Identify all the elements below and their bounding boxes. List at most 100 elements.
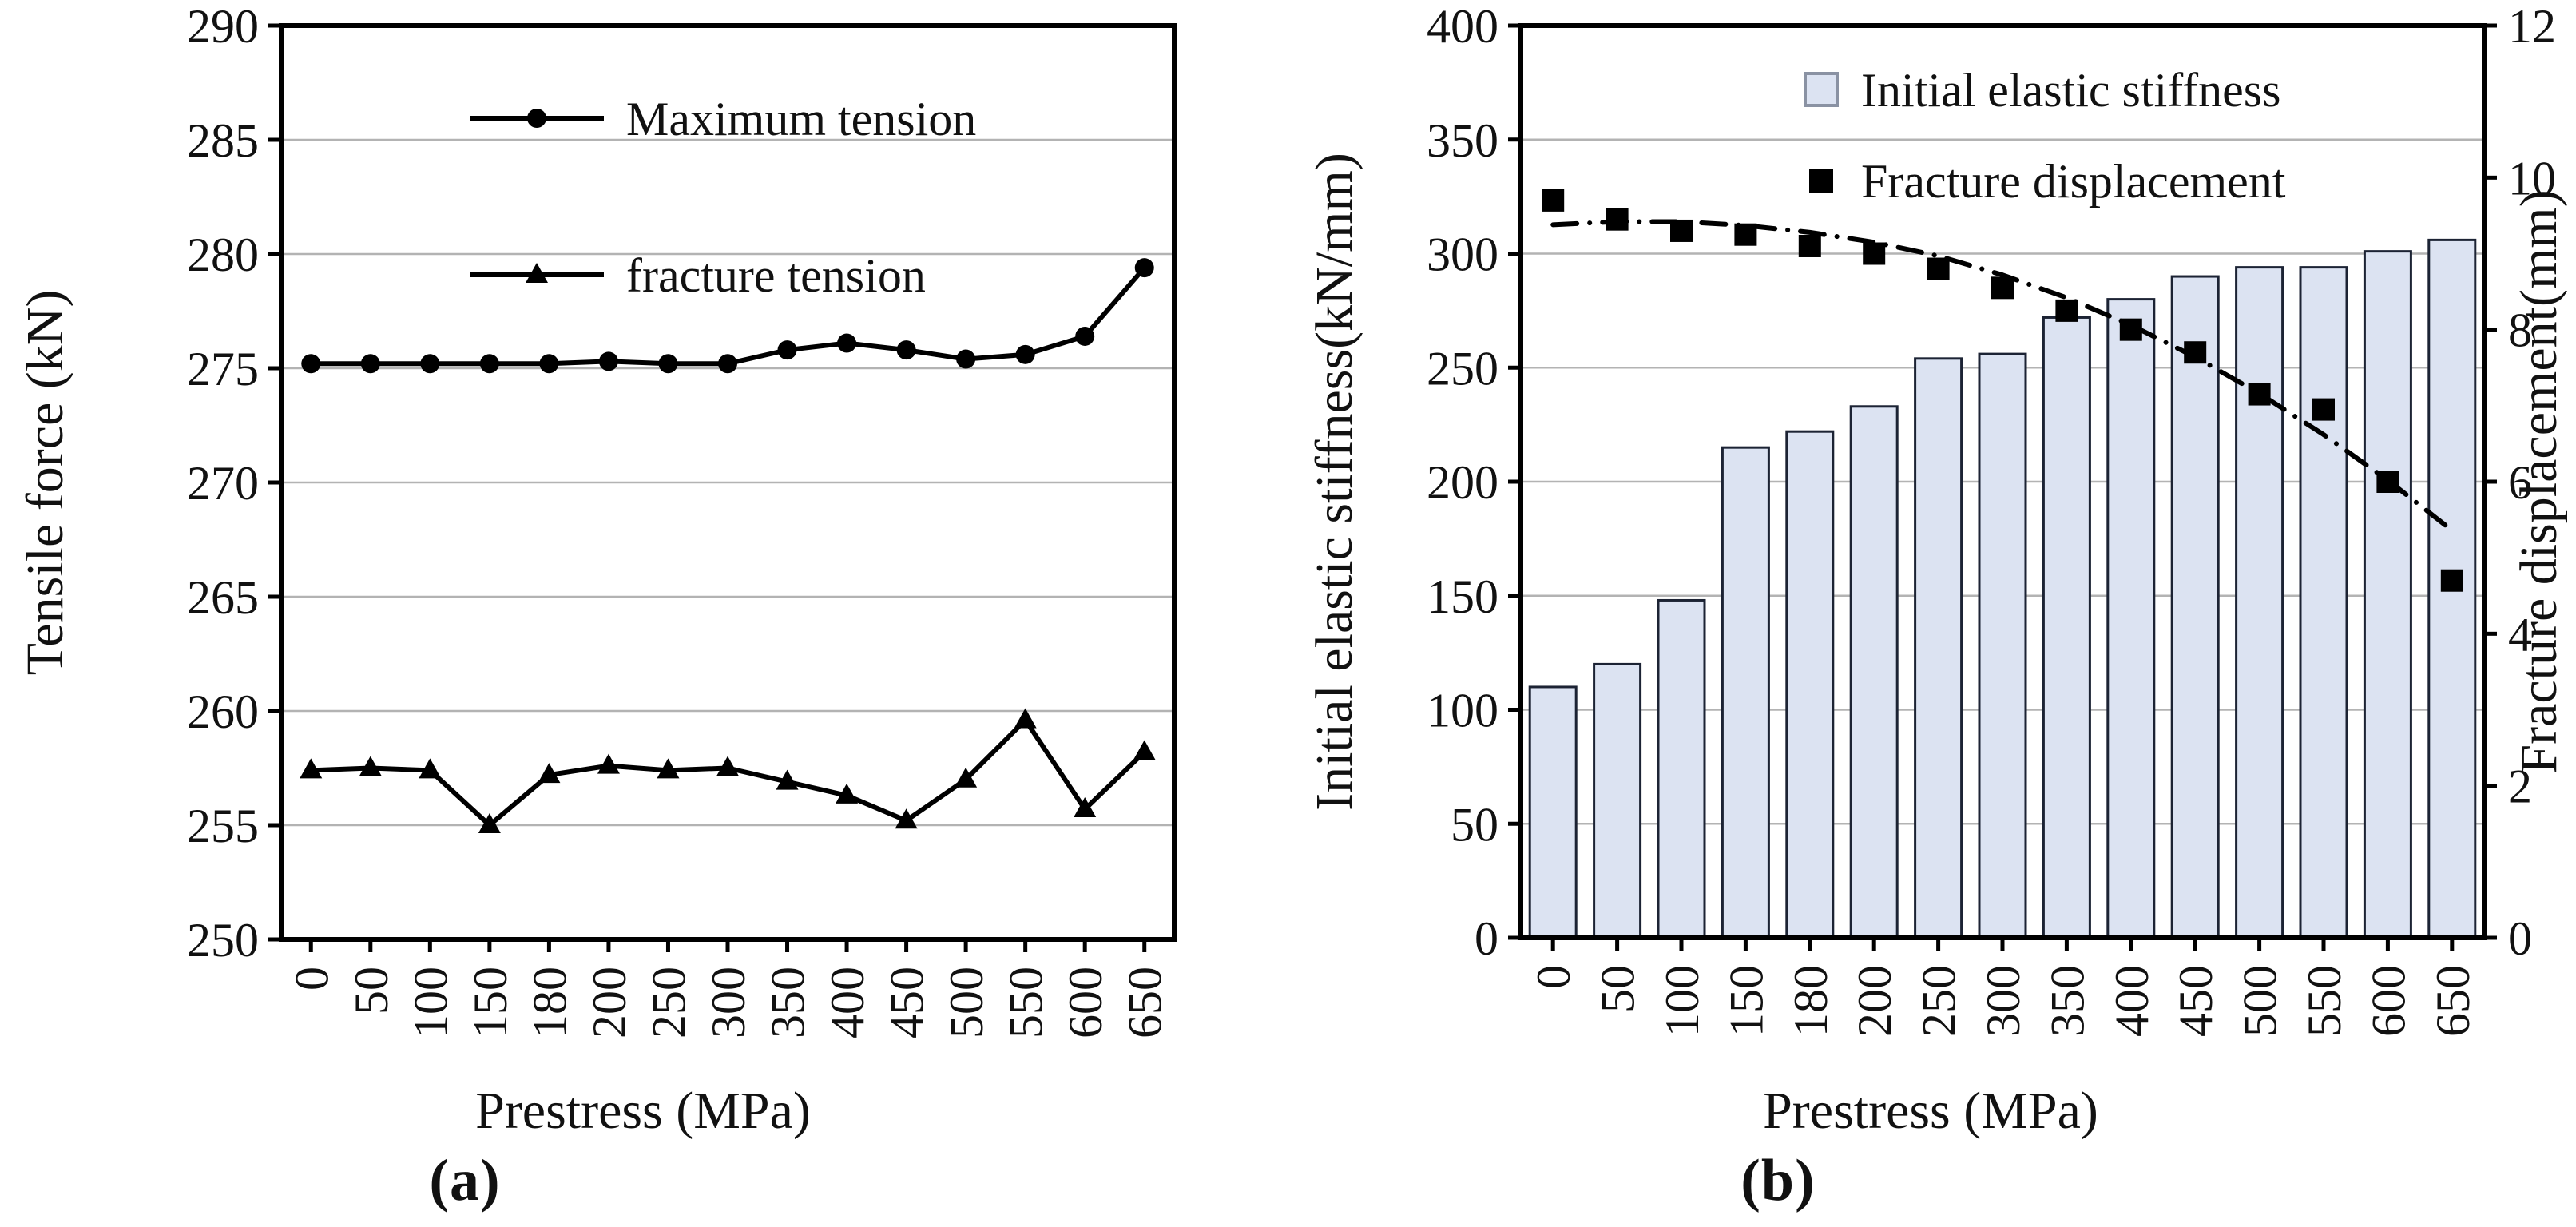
y-tick-label: 265	[187, 571, 259, 624]
circle-marker	[658, 354, 678, 374]
circle-marker	[539, 354, 559, 374]
square-marker	[2055, 299, 2078, 322]
square-marker	[1927, 257, 1950, 280]
square-marker	[2248, 383, 2271, 406]
x-tick-label: 550	[1000, 967, 1053, 1038]
x-axis-title: Prestress (MPa)	[475, 1082, 811, 1140]
y-left-axis-title: Initial elastic stiffness(kN/mm)	[1305, 153, 1363, 811]
circle-marker	[1134, 258, 1154, 278]
triangle-marker	[478, 813, 501, 833]
x-tick-label: 550	[2298, 965, 2351, 1037]
legend-square-swatch	[1809, 169, 1833, 193]
y-right-tick-label: 12	[2508, 0, 2556, 53]
x-tick-label: 500	[940, 967, 993, 1038]
square-marker	[2184, 341, 2207, 364]
bar	[1593, 662, 1642, 939]
circle-marker	[777, 340, 797, 360]
x-tick-label: 350	[762, 967, 815, 1038]
x-tick-label: 150	[464, 967, 517, 1038]
y-left-tick-label: 350	[1427, 114, 1498, 167]
circle-marker	[837, 333, 857, 353]
circle-marker	[896, 340, 916, 360]
square-marker	[2119, 318, 2142, 341]
circle-marker	[1075, 326, 1095, 346]
x-tick-label: 100	[404, 967, 457, 1038]
triangle-marker	[1074, 796, 1097, 817]
y-tick-label: 280	[187, 228, 259, 281]
square-marker	[1863, 242, 1886, 265]
bar	[1721, 446, 1770, 939]
x-tick-label: 300	[1977, 965, 2030, 1037]
x-tick-label: 100	[1656, 965, 1709, 1037]
x-tick-label: 450	[881, 967, 934, 1038]
triangle-marker	[1014, 708, 1037, 729]
circle-marker	[420, 354, 440, 374]
y-tick-label: 270	[187, 457, 259, 510]
bar	[1978, 352, 2027, 939]
legend-circle-marker	[527, 109, 546, 128]
circle-marker	[301, 354, 321, 374]
y-tick-label: 250	[187, 914, 259, 967]
x-tick-label: 350	[2041, 965, 2094, 1037]
x-tick-label: 600	[1059, 967, 1112, 1038]
x-tick-label: 650	[2427, 965, 2479, 1037]
x-tick-label: 300	[702, 967, 755, 1038]
legend-triangle-marker	[526, 263, 548, 283]
y-left-tick-label: 250	[1427, 342, 1498, 395]
bar	[2106, 298, 2156, 939]
y-tick-label: 285	[187, 114, 259, 167]
x-tick-label: 0	[1527, 965, 1580, 989]
square-marker	[1542, 189, 1565, 212]
circle-marker	[598, 351, 618, 371]
triangle-marker	[836, 783, 859, 804]
bar	[2042, 316, 2091, 939]
x-tick-label: 600	[2362, 965, 2415, 1037]
bar	[2170, 275, 2220, 939]
circle-marker	[718, 354, 737, 374]
y-left-tick-label: 300	[1427, 228, 1498, 281]
y-left-tick-label: 50	[1451, 798, 1498, 851]
y-right-tick-label: 10	[2508, 152, 2556, 204]
y-right-tick-label: 6	[2508, 456, 2532, 509]
legend-label: Fracture displacement	[1861, 155, 2286, 208]
triangle-marker	[300, 758, 323, 779]
y-right-axis-title: Fracture displacement(mm)	[2510, 189, 2568, 773]
triangle-marker	[1133, 740, 1156, 760]
square-marker	[1670, 219, 1693, 242]
y-tick-label: 275	[187, 343, 259, 395]
x-tick-label: 200	[583, 967, 636, 1038]
x-tick-label: 150	[1720, 965, 1772, 1037]
y-tick-label: 290	[187, 0, 259, 53]
legend-label: Initial elastic stiffness	[1861, 64, 2280, 117]
y-right-tick-label: 0	[2508, 912, 2532, 965]
x-tick-label: 180	[523, 967, 576, 1038]
square-marker	[2376, 471, 2399, 493]
y-left-tick-label: 150	[1427, 570, 1498, 623]
y-left-tick-label: 0	[1475, 912, 1498, 965]
caption-a: (a)	[429, 1148, 501, 1213]
circle-marker	[360, 354, 380, 374]
triangle-marker	[776, 769, 799, 790]
bar	[1914, 357, 1963, 939]
bar	[2363, 250, 2412, 939]
x-tick-label: 200	[1848, 965, 1901, 1037]
x-tick-label: 400	[821, 967, 874, 1038]
triangle-marker	[419, 758, 442, 779]
square-marker	[1606, 208, 1629, 231]
triangle-marker	[538, 763, 561, 784]
triangle-marker	[597, 753, 620, 774]
y-axis-title: Tensile force (kN)	[16, 290, 74, 676]
bar	[2235, 266, 2284, 939]
y-right-tick-label: 8	[2508, 304, 2532, 357]
square-marker	[1991, 276, 2014, 300]
square-marker	[2440, 569, 2463, 592]
triangle-marker	[657, 758, 680, 779]
circle-marker	[1015, 344, 1035, 364]
x-tick-label: 250	[642, 967, 695, 1038]
bar	[2299, 266, 2348, 939]
x-tick-label: 450	[2169, 965, 2222, 1037]
x-axis-title: Prestress (MPa)	[1763, 1082, 2098, 1140]
triangle-marker	[359, 756, 382, 776]
y-left-tick-label: 100	[1427, 685, 1498, 737]
